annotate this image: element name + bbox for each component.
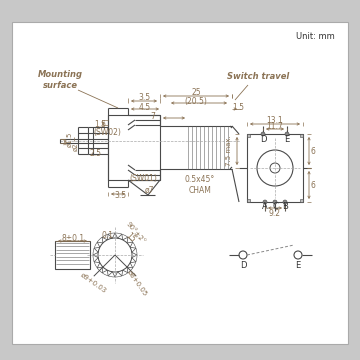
Text: B: B (282, 202, 288, 211)
Text: E: E (284, 135, 290, 144)
Text: C: C (272, 202, 278, 211)
Circle shape (263, 200, 267, 204)
Text: 0.1: 0.1 (101, 230, 113, 239)
Text: (SW01): (SW01) (129, 174, 157, 183)
Text: 7.5 max.: 7.5 max. (226, 136, 232, 166)
Text: 3.5: 3.5 (138, 93, 150, 102)
Bar (12, 22, 348, 344)
Text: ø8+0.05: ø8+0.05 (126, 269, 148, 297)
Circle shape (283, 200, 287, 204)
Text: 6: 6 (311, 147, 315, 156)
Text: Mounting
surface: Mounting surface (37, 70, 82, 90)
Text: (SW02): (SW02) (93, 127, 121, 136)
Bar (247, 134, 303, 202)
Text: 4.5: 4.5 (139, 103, 151, 112)
Text: 90°±2°: 90°±2° (124, 221, 146, 245)
Text: 11.7: 11.7 (267, 122, 283, 131)
Text: ø7: ø7 (145, 185, 155, 194)
Text: A: A (262, 202, 268, 211)
Text: 15: 15 (123, 231, 136, 244)
Text: Switch travel: Switch travel (227, 72, 289, 81)
Text: 1.5: 1.5 (232, 103, 244, 112)
Bar (247, 199, 250, 202)
Text: (20.5): (20.5) (185, 96, 207, 105)
Circle shape (273, 200, 277, 204)
Text: ø2: ø2 (73, 143, 79, 151)
Text: 25: 25 (191, 87, 201, 96)
Text: 3.5: 3.5 (114, 190, 126, 199)
Text: ø1.5: ø1.5 (67, 131, 73, 147)
Text: 6: 6 (311, 180, 315, 189)
Text: D: D (260, 135, 266, 144)
Text: 8±0.1: 8±0.1 (62, 234, 85, 243)
Bar (55, 241, 90, 269)
Text: 2.5: 2.5 (89, 149, 101, 158)
Circle shape (261, 132, 265, 136)
Bar (247, 134, 250, 137)
Bar (108, 115, 160, 180)
Text: 13.1: 13.1 (267, 116, 283, 125)
Text: 0.5x45°
CHAM: 0.5x45° CHAM (185, 175, 215, 195)
Circle shape (285, 132, 289, 136)
Bar (300, 199, 303, 202)
Text: Unit: mm: Unit: mm (296, 32, 335, 41)
Text: 7: 7 (150, 112, 156, 121)
Text: E: E (295, 261, 301, 270)
Text: 9.2: 9.2 (269, 208, 281, 217)
Text: 1.5: 1.5 (94, 120, 106, 129)
Text: D: D (240, 261, 246, 270)
Text: ø9+0.03: ø9+0.03 (79, 272, 107, 294)
Bar (300, 134, 303, 137)
